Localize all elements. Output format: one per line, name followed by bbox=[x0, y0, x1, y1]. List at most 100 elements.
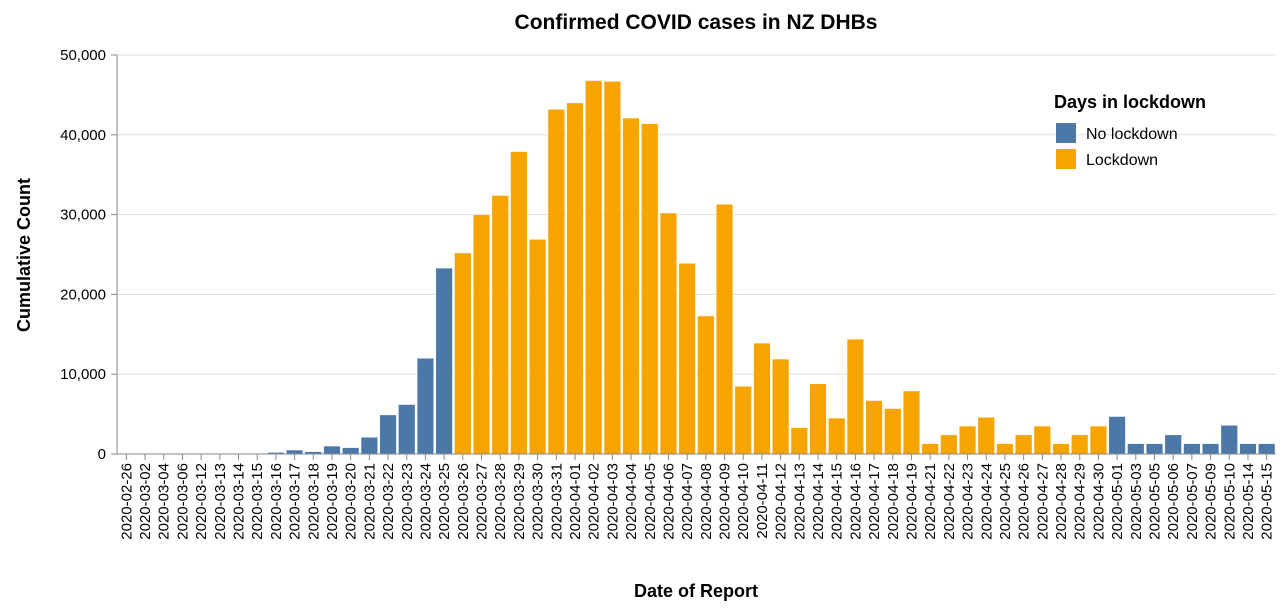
x-tick-label: 2020-03-12 bbox=[193, 463, 210, 540]
x-tick-label: 2020-04-14 bbox=[810, 463, 827, 540]
x-tick-label: 2020-03-13 bbox=[212, 463, 229, 540]
x-tick-label: 2020-03-20 bbox=[343, 463, 360, 540]
x-tick-label: 2020-04-19 bbox=[903, 463, 920, 540]
bar bbox=[416, 357, 435, 455]
x-tick-label: 2020-03-23 bbox=[399, 463, 416, 540]
x-tick-label: 2020-04-09 bbox=[717, 463, 734, 540]
bar bbox=[1239, 443, 1257, 455]
bar bbox=[360, 436, 378, 455]
legend-label: Lockdown bbox=[1086, 152, 1158, 169]
bar bbox=[996, 443, 1014, 455]
x-tick-label: 2020-03-02 bbox=[137, 463, 154, 540]
chart-title: Confirmed COVID cases in NZ DHBs bbox=[515, 11, 878, 34]
bar bbox=[1089, 425, 1108, 455]
y-tick-label: 10,000 bbox=[60, 366, 106, 383]
x-tick-label: 2020-04-27 bbox=[1034, 463, 1051, 540]
y-tick-label: 0 bbox=[98, 446, 106, 463]
bar bbox=[1258, 443, 1276, 455]
bar bbox=[398, 404, 416, 455]
x-tick-label: 2020-03-24 bbox=[417, 463, 434, 540]
x-tick-label: 2020-03-21 bbox=[361, 463, 378, 540]
bar bbox=[715, 203, 734, 455]
x-tick-label: 2020-03-06 bbox=[174, 463, 191, 540]
bar bbox=[884, 408, 902, 455]
x-tick-label: 2020-04-02 bbox=[586, 463, 603, 540]
bar bbox=[1015, 434, 1033, 455]
bar bbox=[379, 414, 397, 455]
bar bbox=[641, 123, 659, 455]
bars bbox=[267, 80, 1276, 455]
x-tick-label: 2020-04-17 bbox=[866, 463, 883, 540]
x-tick-label: 2020-03-15 bbox=[249, 463, 266, 540]
y-tick-label: 20,000 bbox=[60, 286, 106, 303]
x-tick-label: 2020-05-15 bbox=[1259, 463, 1276, 540]
x-tick-label: 2020-04-30 bbox=[1090, 463, 1107, 540]
x-tick-label: 2020-04-01 bbox=[567, 463, 584, 540]
bar bbox=[772, 358, 790, 455]
x-tick-label: 2020-03-29 bbox=[511, 463, 528, 540]
bar bbox=[585, 80, 603, 455]
bar bbox=[940, 434, 958, 455]
x-tick-label: 2020-03-16 bbox=[268, 463, 285, 540]
x-tick-label: 2020-04-29 bbox=[1072, 463, 1089, 540]
x-tick-label: 2020-04-08 bbox=[698, 463, 715, 540]
bar bbox=[902, 390, 921, 455]
x-tick-label: 2020-04-24 bbox=[978, 463, 995, 540]
x-axis: 2020-02-26 2020-03-02 2020-03-04 2020-03-06… bbox=[117, 453, 1276, 540]
bar bbox=[1164, 434, 1182, 455]
bar bbox=[753, 342, 771, 455]
bar bbox=[1071, 434, 1089, 455]
x-tick-label: 2020-04-26 bbox=[1016, 463, 1033, 540]
bar bbox=[678, 263, 696, 455]
legend-title: Days in lockdown bbox=[1054, 92, 1206, 112]
legend-label: No lockdown bbox=[1086, 126, 1178, 143]
bar bbox=[1052, 443, 1070, 455]
x-tick-label: 2020-04-10 bbox=[735, 463, 752, 540]
x-tick-label: 2020-03-17 bbox=[287, 463, 304, 540]
x-tick-label: 2020-05-09 bbox=[1203, 463, 1220, 540]
bar bbox=[921, 443, 939, 455]
x-tick-label: 2020-04-23 bbox=[960, 463, 977, 540]
bar bbox=[285, 449, 304, 455]
bar bbox=[435, 267, 453, 455]
bar bbox=[1183, 443, 1201, 455]
bar bbox=[547, 109, 565, 455]
x-tick-label: 2020-05-14 bbox=[1240, 463, 1257, 540]
bar bbox=[697, 315, 715, 455]
x-tick-label: 2020-04-11 bbox=[754, 463, 771, 539]
x-tick-label: 2020-05-03 bbox=[1128, 463, 1145, 540]
x-tick-label: 2020-03-25 bbox=[436, 463, 453, 540]
x-tick-label: 2020-03-18 bbox=[305, 463, 322, 540]
x-tick-label: 2020-04-13 bbox=[791, 463, 808, 540]
x-tick-label: 2020-05-05 bbox=[1146, 463, 1163, 540]
x-tick-label: 2020-03-27 bbox=[474, 463, 491, 540]
legend-swatch bbox=[1056, 149, 1076, 169]
bar bbox=[1033, 425, 1051, 455]
x-tick-label: 2020-03-28 bbox=[492, 463, 509, 540]
x-tick-label: 2020-04-05 bbox=[642, 463, 659, 540]
x-tick-label: 2020-04-25 bbox=[997, 463, 1014, 540]
x-tick-label: 2020-03-26 bbox=[455, 463, 472, 540]
x-tick-label: 2020-03-22 bbox=[380, 463, 397, 540]
bar bbox=[566, 102, 584, 455]
y-tick-label: 50,000 bbox=[60, 47, 106, 64]
y-tick-label: 40,000 bbox=[60, 127, 106, 144]
x-axis-title: Date of Report bbox=[634, 581, 758, 601]
y-tick-label: 30,000 bbox=[60, 207, 106, 224]
legend: Days in lockdown No lockdown Lockdown bbox=[1054, 92, 1206, 169]
bar bbox=[1108, 416, 1126, 455]
bar bbox=[1127, 443, 1145, 455]
x-tick-label: 2020-02-26 bbox=[118, 463, 135, 540]
bar bbox=[323, 445, 341, 455]
x-tick-label: 2020-05-06 bbox=[1165, 463, 1182, 540]
bar bbox=[1220, 425, 1238, 455]
x-tick-label: 2020-04-28 bbox=[1053, 463, 1070, 540]
bar bbox=[828, 417, 846, 455]
y-axis: 0 10,000 20,000 30,000 40,000 50,000 bbox=[60, 47, 118, 463]
bar bbox=[977, 417, 995, 455]
bar bbox=[491, 195, 509, 455]
bar bbox=[1145, 443, 1164, 455]
bar bbox=[510, 151, 528, 455]
bar bbox=[734, 385, 752, 455]
